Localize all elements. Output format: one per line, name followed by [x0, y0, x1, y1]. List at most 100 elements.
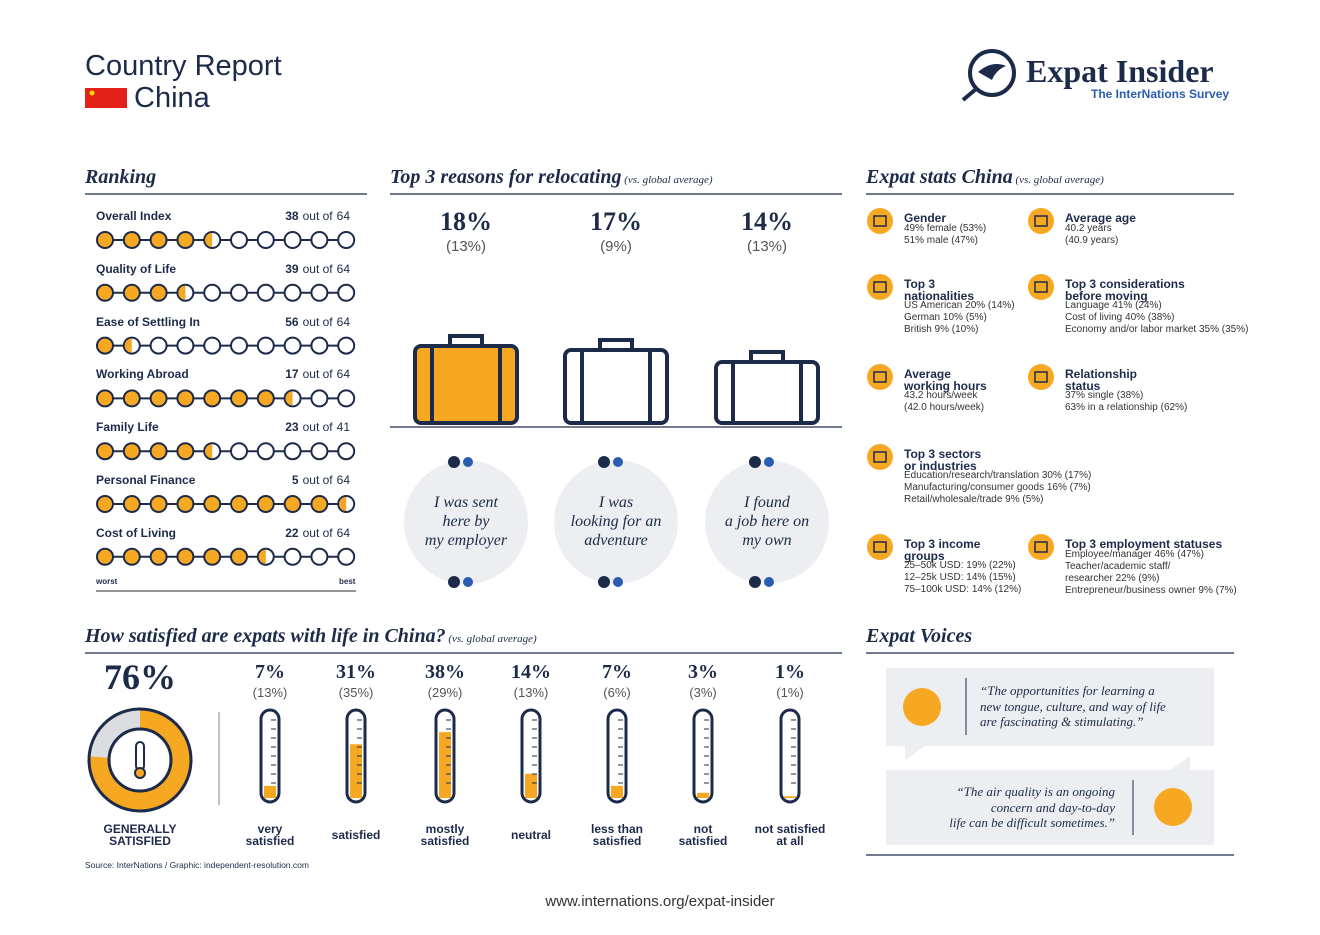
level-label: satisfied [420, 834, 470, 848]
heading-note: (vs. global average) [445, 633, 537, 645]
ranking-rank: 39 [285, 261, 299, 276]
rank-dot [230, 336, 248, 355]
rank-dot [149, 231, 168, 249]
stat-title: Top 3 income [904, 537, 981, 551]
rank-dot [310, 442, 329, 461]
rank-dot [149, 389, 168, 408]
reason-quote: my employer [424, 532, 508, 549]
stat-line: 37% single (38%) [1065, 390, 1144, 401]
brand-tagline: The InterNations Survey [1091, 87, 1230, 101]
stat-title: nationalities [904, 288, 975, 303]
rank-dot [283, 495, 302, 513]
rank-dot [203, 547, 222, 566]
section-heading: Expat stats China (vs. global average) [866, 166, 1104, 188]
scale-label: best [339, 577, 356, 586]
rank-dot [337, 336, 356, 355]
stat-line: 43.2 hours/week [904, 390, 978, 401]
reason-value: 17% [590, 207, 642, 236]
rank-dot [256, 389, 275, 408]
rank-dot [256, 495, 275, 513]
section-heading: Expat Voices [866, 625, 973, 647]
rank-dot [122, 231, 141, 249]
voice-quote: “The opportunities for learning a [980, 683, 1155, 698]
rank-dot [149, 442, 168, 461]
level-label: less than [590, 822, 644, 836]
ranking-of: out of [302, 209, 333, 223]
level-global: (1%) [776, 685, 804, 700]
suitcases [413, 334, 820, 425]
stat-line: 63% in a relationship (62%) [1065, 402, 1188, 413]
stat-line: Retail/wholesale/trade 9% (5%) [904, 494, 1044, 505]
ranking-label: Overall Index [96, 209, 172, 223]
stat-icon-glyph [1034, 371, 1048, 383]
rank-dot [176, 495, 195, 513]
stat-icon [867, 534, 893, 560]
level-label: satisfied [592, 834, 642, 848]
stat-title: status [1065, 378, 1101, 393]
rank-dot [203, 336, 222, 355]
donut-ring [87, 707, 193, 813]
stat-title: Top 3 sectors [904, 447, 982, 461]
ranking-rank: 23 [285, 420, 299, 435]
reason-global: (13%) [445, 238, 486, 255]
stat-title: Relationship [1065, 367, 1138, 381]
rank-dot [149, 283, 168, 302]
reason-quote: my own [742, 532, 792, 549]
rank-dot-half [205, 444, 213, 459]
rank-dot-half [258, 549, 266, 564]
level-label: not satisfied [754, 822, 826, 836]
rank-dot [256, 442, 275, 461]
ranking-total: 64 [336, 367, 350, 382]
quote-mark [598, 456, 610, 468]
rank-dot [96, 231, 114, 249]
stat-title: Average [904, 367, 951, 381]
thermo-fill [525, 773, 537, 798]
thermo-tube [606, 708, 628, 804]
rank-dot [149, 547, 168, 566]
thermo-tube [692, 708, 714, 804]
rank-dot [310, 389, 329, 408]
stat-line: (42.0 hours/week) [904, 402, 985, 413]
ranking-value: 38 out of 64 [285, 209, 350, 224]
level-label: neutral [510, 828, 551, 842]
rank-dot [310, 336, 329, 355]
rank-dot [337, 283, 356, 302]
ranking-value: 5 out of 64 [292, 473, 350, 488]
voice-boxes [886, 668, 1214, 845]
rank-dot [203, 389, 222, 408]
rank-dot [283, 231, 302, 249]
quote-mark [448, 576, 460, 588]
ranking-of: out of [302, 525, 333, 540]
rank-dot [230, 389, 248, 408]
stat-icon-glyph [1034, 281, 1048, 293]
stat-line: 51% male (47%) [904, 234, 978, 246]
reason-quote: here by [442, 513, 490, 530]
level-label: at all [776, 834, 804, 848]
stat-title: Top 3 considerations [1065, 277, 1185, 291]
rank-dot [283, 442, 302, 461]
section-heading: Top 3 reasons for relocating (vs. global… [390, 166, 713, 188]
logo [961, 49, 1016, 102]
ranking-of: out of [302, 420, 333, 435]
ranking-label: Cost of Living [96, 525, 176, 540]
rank-dot [230, 283, 248, 302]
stat-icon [867, 208, 893, 234]
stat-line: US American 20% (14%) [904, 300, 1015, 311]
stat-title: or industries [904, 458, 977, 473]
stat-line: 40.2 years [1065, 222, 1112, 234]
thermo-fill [697, 792, 709, 798]
ranking-rank: 38 [285, 209, 299, 223]
rank-dot [122, 442, 141, 461]
stat-icon [867, 274, 893, 300]
donut-thermo [135, 741, 145, 771]
section-heading: How satisfied are expats with life in Ch… [85, 625, 537, 647]
rank-dot [337, 442, 356, 461]
level-global: (13%) [513, 685, 549, 700]
reason-quote: I was [598, 494, 634, 511]
ranking-value: 23 out of 41 [285, 420, 350, 435]
rank-dot [203, 283, 222, 302]
stat-title: Top 3 employment statuses [1065, 537, 1223, 551]
ranking-value: 22 out of 64 [285, 525, 350, 541]
stat-line: (40.9 years) [1065, 234, 1119, 246]
